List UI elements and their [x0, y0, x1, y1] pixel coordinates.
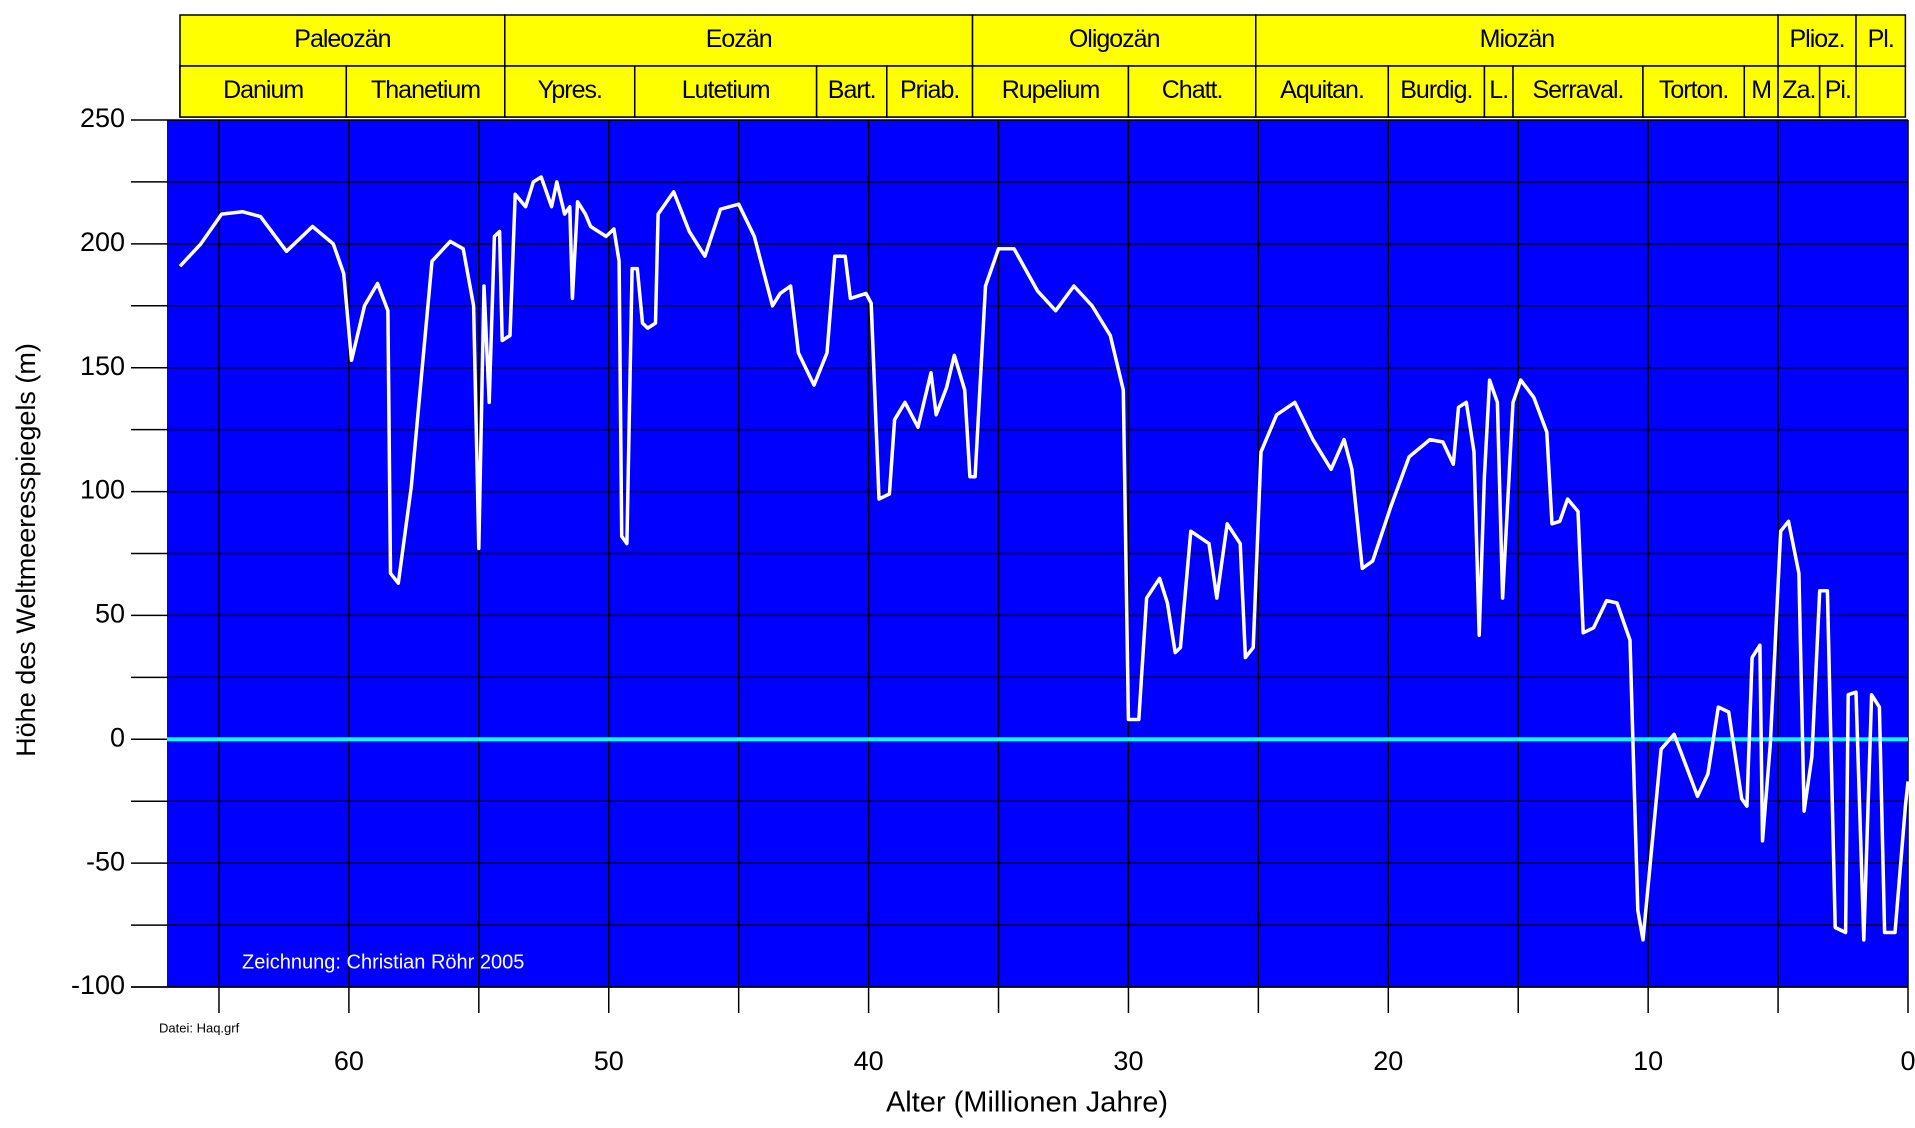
y-tick-label: 0	[110, 722, 125, 752]
stage-cell	[179, 65, 348, 118]
stage-cell	[1127, 65, 1257, 118]
stage-cell	[886, 65, 974, 118]
epoch-cell	[179, 14, 506, 67]
y-tick-label: -50	[86, 846, 125, 876]
stage-label: Burdig.	[1400, 76, 1472, 104]
annotation: Zeichnung: Christian Röhr 2005	[242, 951, 524, 973]
y-tick-label: 250	[80, 103, 125, 133]
x-tick-label: 20	[1373, 1046, 1403, 1076]
file-note: Datei: Haq.grf	[159, 1020, 240, 1035]
epoch-label: Eozän	[706, 25, 772, 53]
stage-label: Chatt.	[1162, 76, 1223, 104]
stage-cell	[1387, 65, 1486, 118]
y-tick-label: 100	[80, 475, 125, 505]
stage-label: L.	[1489, 76, 1508, 104]
epoch-label: Pl.	[1868, 25, 1894, 53]
stage-cell	[1642, 65, 1746, 118]
stage-label: Za.	[1782, 76, 1815, 104]
epoch-label: Plioz.	[1789, 25, 1844, 53]
stage-cell	[633, 65, 818, 118]
epoch-cell	[1855, 14, 1907, 67]
stage-label: M	[1751, 76, 1771, 104]
y-axis-label: Höhe des Weltmeeresspiegels (m)	[11, 343, 41, 757]
epoch-label: Miozän	[1480, 25, 1555, 53]
stage-label: Torton.	[1659, 76, 1728, 104]
stage-label: Lutetium	[682, 76, 770, 104]
x-tick-label: 50	[594, 1046, 624, 1076]
x-tick-label: 60	[334, 1046, 364, 1076]
stage-cell	[1512, 65, 1644, 118]
x-tick-label: 10	[1633, 1046, 1663, 1076]
y-tick-label: 50	[95, 599, 125, 629]
epoch-label: Oligozän	[1069, 25, 1160, 53]
stage-cell	[1818, 65, 1857, 118]
epoch-label: Paleozän	[294, 25, 390, 53]
stage-label: Priab.	[900, 76, 959, 104]
stage-label: Rupelium	[1002, 76, 1100, 104]
stage-label: Serraval.	[1532, 76, 1623, 104]
epoch-cell	[504, 14, 974, 67]
stage-label: Pi.	[1825, 76, 1851, 104]
sea-level-line	[178, 175, 1910, 942]
x-tick-label: 30	[1113, 1046, 1143, 1076]
y-tick-label: 150	[80, 351, 125, 381]
x-axis-label: Alter (Millionen Jahre)	[886, 1087, 1168, 1119]
stage-label: Thanetium	[371, 76, 480, 104]
epoch-cell	[971, 14, 1257, 67]
y-tick-label: 200	[80, 227, 125, 257]
stage-cell	[1483, 65, 1514, 118]
stage-label: Ypres.	[538, 76, 602, 104]
y-tick-label: -100	[71, 970, 125, 1000]
stage-cell	[345, 65, 506, 118]
stage-cell	[815, 65, 888, 118]
stage-label: Bart.	[828, 76, 876, 104]
stage-cell	[504, 65, 636, 118]
x-tick-label: 0	[1900, 1046, 1915, 1076]
stage-cell	[971, 65, 1130, 118]
x-tick-label: 40	[854, 1046, 884, 1076]
stage-label: Aquitan.	[1280, 76, 1364, 104]
stage-label: Danium	[223, 76, 303, 104]
epoch-cell	[1255, 14, 1779, 67]
